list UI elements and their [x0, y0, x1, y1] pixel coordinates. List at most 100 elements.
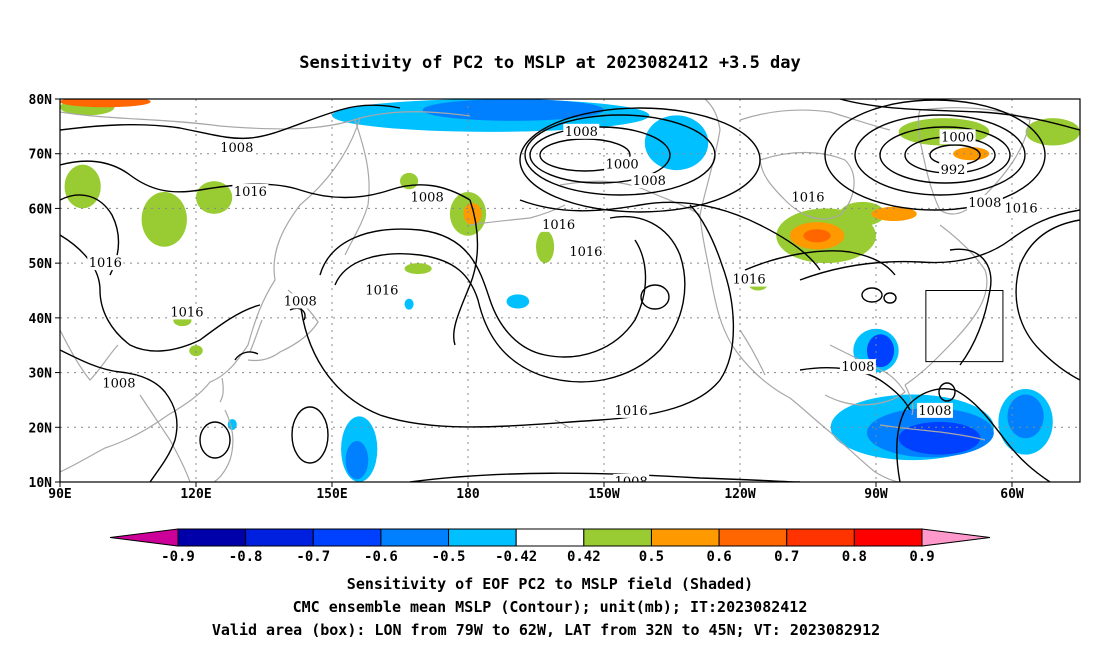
y-tick-label: 10N [29, 476, 53, 491]
contour-label-bg [604, 156, 641, 172]
colorbar-label: 0.8 [842, 549, 867, 565]
contour-label-bg [1003, 200, 1040, 216]
contour-label-bg [567, 244, 604, 260]
shaded-region [866, 334, 895, 368]
colorbar-cell [380, 528, 450, 547]
colorbar-label: 0.5 [639, 549, 664, 565]
contour-label-bg [613, 402, 650, 418]
x-tick-label: 180 [456, 487, 480, 502]
shaded-region [60, 99, 151, 108]
coastline-hudson-bay [759, 151, 855, 220]
coastline-caribbean [879, 424, 986, 441]
colorbar-label: 0.6 [706, 549, 731, 565]
shaded-region [141, 192, 187, 247]
contour-label: 1000 [941, 130, 974, 145]
contour-line [60, 104, 401, 140]
contour-label: 1008 [968, 196, 1001, 211]
contour-label: 1008 [284, 294, 317, 309]
contour-label-bg [631, 173, 668, 189]
contour-line [60, 234, 261, 352]
colorbar: -0.9 -0.8 -0.7 -0.6 -0.5 -0.42 0.42 0.5 0.6 0.7 0.… [109, 528, 991, 565]
colorbar-cell [312, 528, 382, 547]
shaded-region [871, 206, 917, 222]
colorbar-cell [245, 528, 314, 547]
contour-label: 1016 [1005, 201, 1038, 216]
contour-label-bg [731, 271, 768, 287]
colorbar-cell [650, 528, 720, 547]
contour-line [744, 250, 896, 276]
contour-label: 992 [941, 163, 966, 178]
contour-label: 1016 [791, 190, 824, 205]
coastline-canadian-arctic [739, 109, 891, 131]
contour-label: 1016 [234, 185, 267, 200]
contour-line [640, 284, 670, 310]
contour-label-bg [939, 162, 968, 178]
map-area: 1008 1016 1008 1016 1016 1008 1008 1016 1008 1000… [29, 93, 1081, 502]
contour-line [938, 382, 956, 402]
colorbar-cell [583, 528, 652, 547]
contour-label: 1008 [633, 174, 666, 189]
contour-line [409, 472, 801, 482]
caption-line-2: CMC ensemble mean MSLP (Contour); unit(m… [293, 598, 808, 616]
contour-line [539, 138, 631, 172]
shaded-region [404, 263, 432, 275]
coastline-east-coast [904, 224, 988, 386]
contour-line [854, 114, 1026, 196]
coastline-indochina [139, 394, 191, 482]
colorbar-label: 0.9 [909, 549, 934, 565]
contour-label-bg [839, 359, 876, 375]
x-tick-label: 120W [724, 487, 755, 502]
contour-label: 1008 [102, 377, 135, 392]
contour-line [799, 366, 911, 411]
colorbar-label: -0.42 [495, 549, 537, 565]
contour-line [234, 351, 259, 361]
map-title: Sensitivity of PC2 to MSLP at 2023082412… [299, 53, 801, 73]
contour-line [199, 421, 231, 459]
contour-label-bg [168, 304, 205, 320]
contour-label: 1008 [918, 404, 951, 419]
contour-line [799, 209, 1080, 281]
y-tick-label: 70N [29, 148, 53, 163]
contour-line [524, 114, 716, 196]
contour-line [289, 307, 306, 321]
shaded-region [803, 229, 831, 243]
caption-line-1: Sensitivity of EOF PC2 to MSLP field (Sh… [347, 575, 753, 593]
contour-label-bg [87, 255, 124, 271]
shaded-region [422, 99, 604, 121]
colorbar-label: -0.5 [432, 549, 466, 565]
contour-line [883, 292, 897, 304]
x-tick-label: 150W [588, 487, 619, 502]
shaded-region [1025, 118, 1080, 146]
map-frame [59, 98, 1081, 483]
x-tick-label: 90W [864, 487, 888, 502]
contour-label: 1008 [411, 190, 444, 205]
contour-line [879, 126, 1011, 184]
contour-label-bg [966, 194, 1003, 210]
shaded-region [64, 164, 101, 209]
contour-label-bg [563, 123, 600, 139]
shaded-region [536, 230, 555, 264]
x-tick-label: 120E [180, 487, 211, 502]
contour-line [60, 349, 178, 482]
x-tick-label: 60W [1000, 487, 1024, 502]
contour-label-bg [232, 184, 269, 200]
contour-line [291, 406, 329, 464]
contour-line [529, 126, 671, 184]
colorbar-cell [853, 528, 923, 547]
colorbar-label: -0.6 [364, 549, 398, 565]
shaded-region [1007, 394, 1044, 439]
y-tick-label: 40N [29, 312, 53, 327]
colorbar-label: -0.9 [161, 549, 195, 565]
coastline-baja [739, 329, 766, 376]
colorbar-cell [718, 528, 788, 547]
colorbar-label: 0.7 [774, 549, 799, 565]
contour-label: 1016 [89, 256, 122, 271]
contour-label: 1016 [615, 404, 648, 419]
colorbar-tip-left [109, 528, 179, 547]
y-tick-label: 80N [29, 93, 53, 108]
y-tick-label: 30N [29, 367, 53, 382]
colorbar-cell [515, 528, 585, 547]
contour-label-bg [100, 375, 137, 391]
shaded-region [644, 115, 709, 171]
